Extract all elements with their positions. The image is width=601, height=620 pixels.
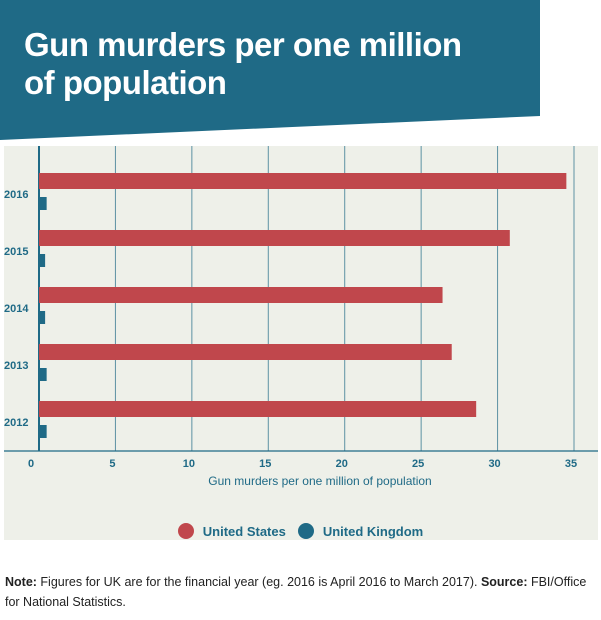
note-text: Figures for UK are for the financial yea… [36,575,481,589]
y-tick-label-2012: 2012 [4,417,28,429]
y-tick-label-2015: 2015 [4,246,28,258]
bar-united-kingdom-2013 [39,368,47,381]
x-tick-label-0: 0 [28,458,34,470]
x-tick-label-35: 35 [565,458,577,470]
x-tick-label-20: 20 [336,458,348,470]
bar-united-kingdom-2015 [39,254,46,267]
legend-label-united-states: United States [202,523,286,539]
legend-label-united-kingdom: United Kingdom [322,523,424,539]
x-axis-label: Gun murders per one million of populatio… [208,474,431,488]
x-tick-label-25: 25 [412,458,424,470]
source-text: FBI/Office for National Statistics. [5,575,587,609]
source-label: Source: [480,575,528,589]
legend-marker-united-states [177,523,194,539]
x-tick-label-10: 10 [183,458,195,470]
y-tick-label-2016: 2016 [4,189,28,201]
chart-panel: 0 5 10 15 20 25 30 35 2016 2015 2014 2013 2012 Gun mu… [4,146,598,540]
bar-united-kingdom-2012 [39,425,47,438]
title-banner-shape [0,0,540,140]
legend: United States United Kingdom [0,520,601,542]
bar-united-states-2014 [39,287,443,303]
title-banner [0,0,540,140]
bar-united-states-2016 [39,173,567,189]
chart-title: Gun murders per one million of populatio… [24,26,462,101]
bar-united-kingdom-2014 [39,311,46,324]
bar-united-states-2013 [39,344,452,360]
bar-united-kingdom-2016 [39,197,47,210]
bar-united-states-2015 [39,230,510,246]
x-tick-label-5: 5 [109,458,115,470]
footnote: Note: Figures for UK are for the financi… [5,572,597,612]
bar-united-states-2012 [39,401,477,417]
legend-item-united-states: United States [177,523,286,539]
chart-plot: 0 5 10 15 20 25 30 35 2016 2015 2014 2013 2012 Gun mu… [4,146,598,488]
legend-marker-united-kingdom [297,523,314,539]
legend-item-united-kingdom: United Kingdom [297,523,424,539]
y-tick-label-2014: 2014 [4,303,29,315]
x-tick-label-30: 30 [488,458,500,470]
note-label: Note: [5,575,37,589]
y-tick-label-2013: 2013 [4,360,28,372]
x-tick-label-15: 15 [259,458,271,470]
